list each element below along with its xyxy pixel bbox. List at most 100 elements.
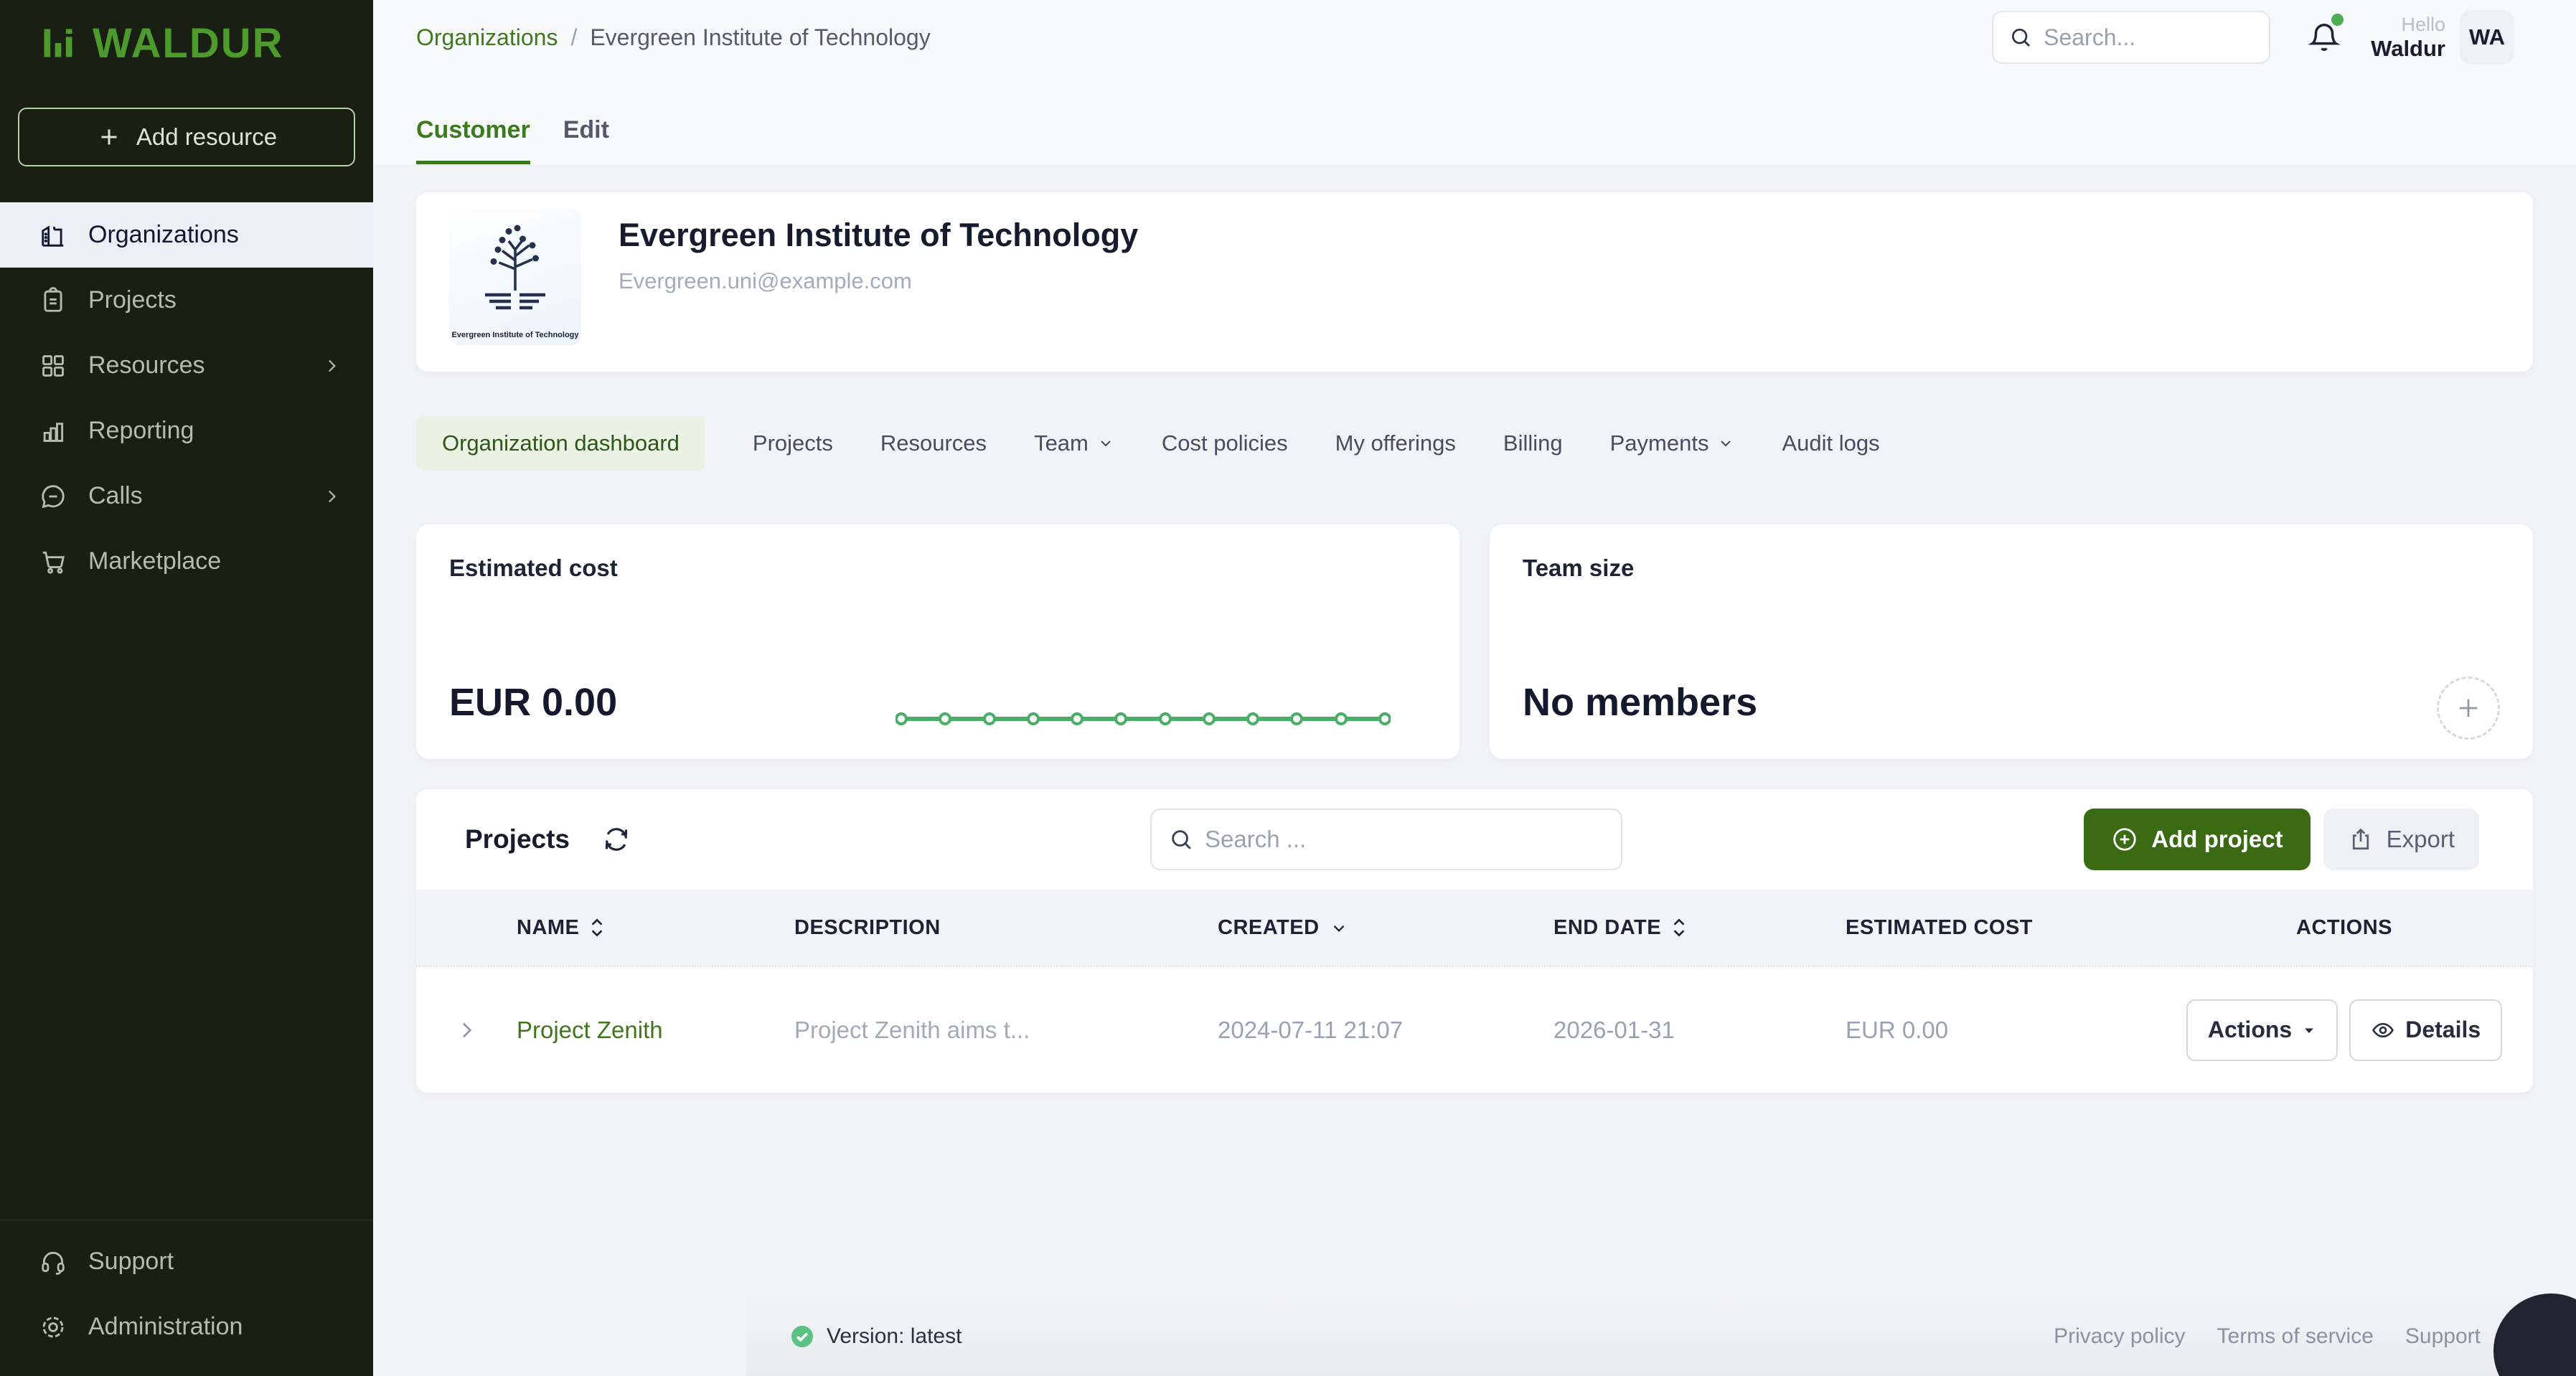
breadcrumb-separator: / [570,24,578,50]
details-label: Details [2405,1017,2481,1042]
stat-cards: Estimated cost EUR 0.00 Team size [416,524,2533,759]
add-resource-button[interactable]: Add resource [18,108,355,166]
export-icon [2348,826,2374,852]
greeting-text: Hello [2401,13,2445,35]
plus-icon [96,124,122,150]
estimated-cost-value: EUR 0.00 [449,681,618,724]
sidebar-item-marketplace[interactable]: Marketplace [0,529,373,594]
actions-dropdown-button[interactable]: Actions [2186,999,2338,1061]
support-link[interactable]: Support [2405,1324,2508,1349]
projects-panel: Projects [416,789,2533,1093]
tab-label: Audit logs [1782,430,1880,456]
tab-my-offerings[interactable]: My offerings [1335,430,1456,456]
add-member-button[interactable] [2437,677,2500,740]
global-search-input[interactable] [2044,24,2254,51]
row-expander[interactable] [416,1019,517,1042]
privacy-policy-link[interactable]: Privacy policy [2054,1324,2186,1348]
column-label: END DATE [1553,915,1662,939]
version-text: Version: latest [827,1324,962,1348]
details-button[interactable]: Details [2349,999,2503,1061]
main-area: Organizations / Evergreen Institute of T… [373,0,2576,1376]
sidebar-item-resources[interactable]: Resources [0,333,373,398]
column-estimated-cost: ESTIMATED COST [1846,916,2156,940]
tab-label: Payments [1609,430,1709,456]
sidebar-item-calls[interactable]: Calls [0,463,373,529]
app-title: WALDUR [93,19,284,67]
project-description: Project Zenith aims t... [794,1016,1030,1043]
tab-projects[interactable]: Projects [753,430,833,456]
organization-card: Evergreen Institute of Technology Evergr… [416,192,2533,372]
caret-down-icon [2302,1023,2316,1037]
project-name-link[interactable]: Project Zenith [517,1016,663,1043]
bar-chart-icon [39,418,67,445]
organization-tabs: Organization dashboard Projects Resource… [416,416,2533,471]
bell-icon [2308,24,2341,51]
column-description[interactable]: DESCRIPTION [794,916,1218,940]
sidebar-item-projects[interactable]: Projects [0,268,373,333]
projects-search [1150,809,1622,870]
topbar-right: Hello Waldur WA [1992,10,2514,65]
sort-icon [1671,917,1687,938]
tab-organization-dashboard[interactable]: Organization dashboard [416,416,705,471]
sidebar-item-label: Resources [88,352,205,379]
grid-icon [39,352,67,380]
project-estimated-cost: EUR 0.00 [1846,1016,1949,1043]
organization-info: Evergreen Institute of Technology Evergr… [619,192,1138,372]
chevron-down-icon [1097,435,1114,452]
content: Evergreen Institute of Technology Evergr… [373,166,2576,1376]
plus-icon [2453,693,2483,723]
column-end-date[interactable]: END DATE [1553,916,1846,940]
tab-cost-policies[interactable]: Cost policies [1162,430,1288,456]
tab-payments[interactable]: Payments [1610,430,1735,456]
tab-label: Cost policies [1161,430,1288,456]
column-name[interactable]: NAME [517,916,794,940]
sidebar-item-label: Administration [88,1313,243,1340]
column-label: ACTIONS [2296,915,2392,939]
tab-billing[interactable]: Billing [1503,430,1563,456]
sidebar-item-organizations[interactable]: Organizations [0,202,373,268]
user-greeting: Hello Waldur [2371,14,2445,62]
tab-label: Projects [752,430,833,456]
breadcrumb-organizations-link[interactable]: Organizations [416,24,558,50]
eye-icon [2371,1018,2395,1042]
clipboard-icon [39,286,67,314]
tab-customer[interactable]: Customer [416,116,530,164]
sidebar-nav: Organizations Projects Resources [0,202,373,594]
tab-team[interactable]: Team [1034,430,1114,456]
notifications-button[interactable] [2308,14,2344,54]
page-footer: Version: latest Privacy policy Terms of … [746,1297,2576,1376]
team-size-title: Team size [1523,555,1635,581]
avatar[interactable]: WA [2460,10,2514,65]
project-created: 2024-07-11 21:07 [1218,1016,1404,1043]
organization-name: Evergreen Institute of Technology [619,217,1139,253]
tab-edit[interactable]: Edit [563,116,609,143]
sidebar-item-reporting[interactable]: Reporting [0,398,373,463]
column-label: NAME [517,915,580,939]
notification-dot [2331,14,2344,26]
projects-panel-header: Projects [416,789,2533,890]
column-actions: ACTIONS [2156,916,2533,940]
add-project-button[interactable]: Add project [2084,809,2311,870]
projects-search-input[interactable] [1205,826,1604,853]
page-header: Organizations / Evergreen Institute of T… [373,0,2576,166]
projects-title: Projects [465,824,570,854]
refresh-button[interactable] [603,826,630,853]
column-label: ESTIMATED COST [1846,915,2034,939]
sidebar-item-administration[interactable]: Administration [0,1294,373,1359]
sidebar-footer: Support Administration [0,1220,373,1376]
shopping-cart-icon [39,548,67,575]
version-info: Version: latest [789,1324,962,1349]
tab-resources[interactable]: Resources [880,430,987,456]
table-row: Project Zenith Project Zenith aims t... … [416,966,2533,1093]
row-actions: Actions Details [2156,999,2533,1061]
organization-email: Evergreen.uni@example.com [619,268,912,293]
cost-sparkline [896,712,1391,725]
terms-of-service-link[interactable]: Terms of service [2217,1324,2374,1348]
breadcrumb-current: Evergreen Institute of Technology [590,24,931,50]
column-created[interactable]: CREATED [1218,916,1553,940]
export-button[interactable]: Export [2323,809,2479,870]
tab-audit-logs[interactable]: Audit logs [1782,430,1879,456]
sidebar-item-support[interactable]: Support [0,1229,373,1294]
team-size-card: Team size No members [1490,524,2533,759]
tab-label: Team [1034,430,1089,456]
